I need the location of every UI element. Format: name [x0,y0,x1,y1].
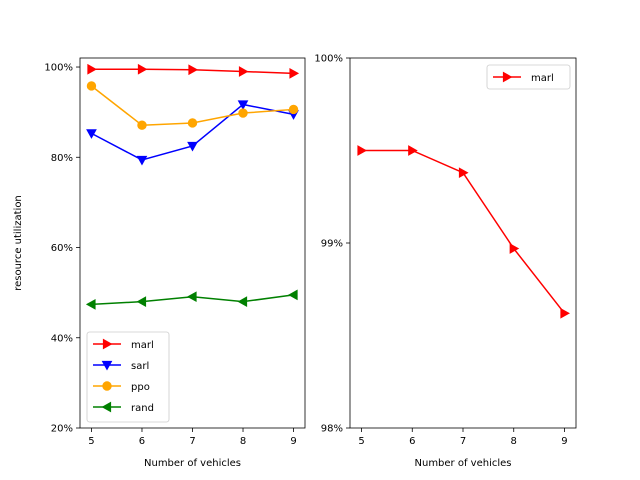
left-legend-label-sarl: sarl [131,361,149,372]
right-x-tick-label: 6 [409,436,415,447]
left-data-point-marl [87,63,97,75]
left-data-point-sarl [86,129,97,139]
left-panel: 5 6 7 8 9 20% 40% 60% 80% 100% Number of vehicle… [13,57,306,469]
left-series-layer [85,63,300,310]
right-data-point-marl [509,243,520,254]
left-data-point-marl [238,66,249,77]
right-y-ticks: 98% 99% 100% [314,54,350,435]
left-data-point-ppo [187,118,198,128]
right-x-tick-label: 8 [511,436,517,447]
right-data-point-marl [357,145,368,156]
left-x-tick-label: 8 [240,436,246,447]
left-data-point-rand [85,299,96,310]
left-data-point-sarl [187,141,198,152]
right-y-tick-label: 100% [314,54,343,65]
left-legend-marker-sarl [101,360,113,371]
left-y-tick-label: 100% [44,63,73,74]
right-legend: marl [486,64,571,90]
right-x-tick-label: 9 [561,436,567,447]
right-data-point-marl [560,307,571,319]
right-y-tick-label: 98% [321,424,343,435]
left-data-point-rand [237,296,248,308]
left-data-point-rand [288,289,298,301]
left-legend: marl sarl ppo rand [86,331,170,423]
left-y-tick-label: 80% [51,153,73,164]
left-legend-box [86,331,170,423]
left-data-point-sarl [136,155,148,166]
right-x-axis-label: Number of vehicles [415,458,512,469]
left-x-axis-label: Number of vehicles [144,458,241,469]
left-data-point-ppo [238,108,248,118]
left-y-ticks: 20% 40% 60% 80% 100% [44,63,80,435]
left-legend-label-marl: marl [131,340,154,351]
left-data-point-ppo [288,104,299,115]
left-x-ticks: 5 6 7 8 9 [88,428,297,447]
right-x-tick-label: 5 [358,436,364,447]
left-x-tick-label: 7 [189,436,195,447]
left-data-point-marl [188,64,199,76]
left-y-axis-label: resource utilization [13,195,24,291]
left-x-tick-label: 5 [88,436,94,447]
right-legend-marker-marl [502,71,513,83]
left-data-point-marl [137,63,148,75]
left-legend-label-ppo: ppo [131,382,150,393]
right-x-ticks: 5 6 7 8 9 [358,428,568,447]
right-x-tick-label: 7 [460,436,466,447]
left-data-point-ppo [137,120,147,130]
left-y-tick-label: 40% [51,333,73,344]
left-y-tick-label: 20% [51,424,73,435]
right-y-tick-label: 99% [321,239,343,250]
right-data-point-marl [458,167,469,179]
right-data-point-marl [408,145,418,156]
left-data-point-sarl [237,100,249,111]
left-data-point-rand [136,296,147,308]
right-legend-label-marl: marl [531,73,554,84]
right-legend-box [486,64,571,90]
right-series-layer [357,145,571,319]
left-y-tick-label: 60% [51,243,73,254]
left-legend-marker-ppo [102,381,112,391]
left-data-point-rand [186,291,197,303]
left-data-point-marl [289,67,300,79]
right-panel: 5 6 7 8 9 98% 99% 100% Number of vehicles marl [314,54,577,469]
left-data-point-ppo [86,81,97,91]
left-legend-marker-marl [102,338,113,350]
left-legend-marker-rand [101,401,112,413]
left-x-tick-label: 9 [290,436,296,447]
left-x-tick-label: 6 [139,436,145,447]
left-legend-label-rand: rand [131,403,154,414]
